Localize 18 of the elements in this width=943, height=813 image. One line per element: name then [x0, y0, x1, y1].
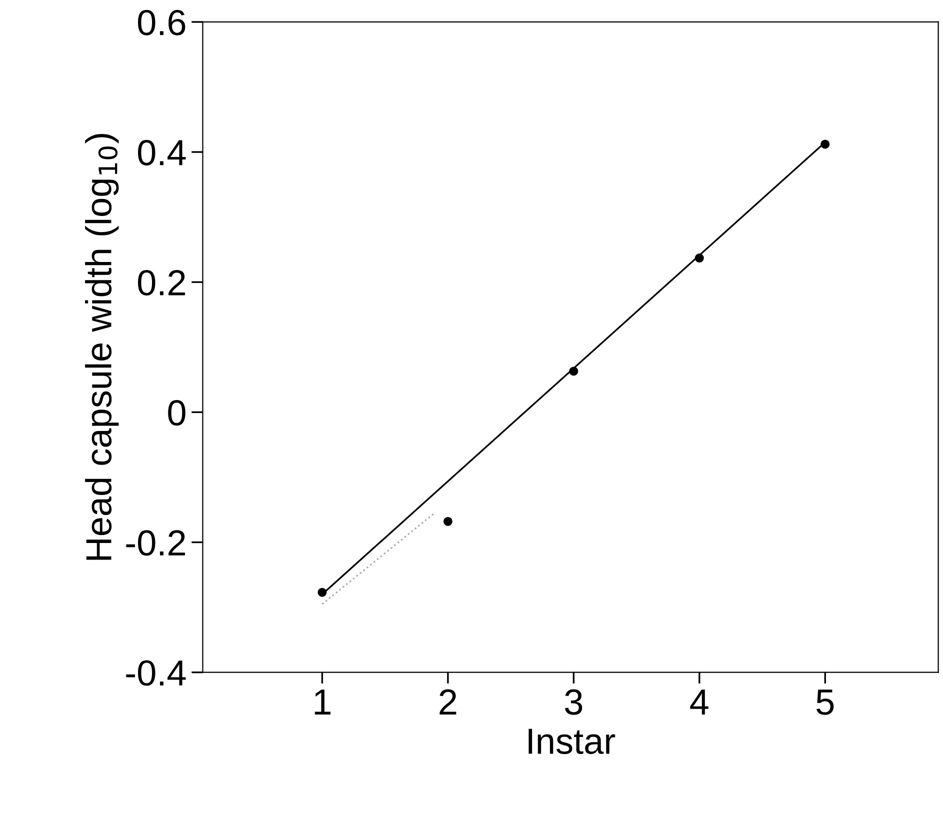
y-axis-title: Head capsule width (log$_{10}$): [85, 134, 119, 560]
x-tick-label: 5: [816, 690, 834, 715]
x-tick-label: 2: [440, 689, 456, 714]
y-tick-label: -0.4: [126, 660, 186, 686]
y-tick-label: 0.2: [138, 270, 185, 296]
x-tick-label: 1: [314, 690, 330, 714]
y-tick-label: 0.4: [138, 140, 186, 166]
point: [694, 254, 704, 263]
y-tick-label: 0.6: [138, 10, 186, 36]
y-tick-label: 0: [168, 400, 186, 426]
point: [443, 516, 452, 526]
y-tick-label: -0.2: [126, 530, 185, 556]
point: [569, 366, 578, 376]
x-tick-label: 4: [690, 690, 708, 714]
point: [820, 140, 830, 149]
x-axis-title: Instar: [528, 728, 616, 754]
point: [318, 588, 327, 597]
x-tick-label: 3: [564, 689, 582, 715]
